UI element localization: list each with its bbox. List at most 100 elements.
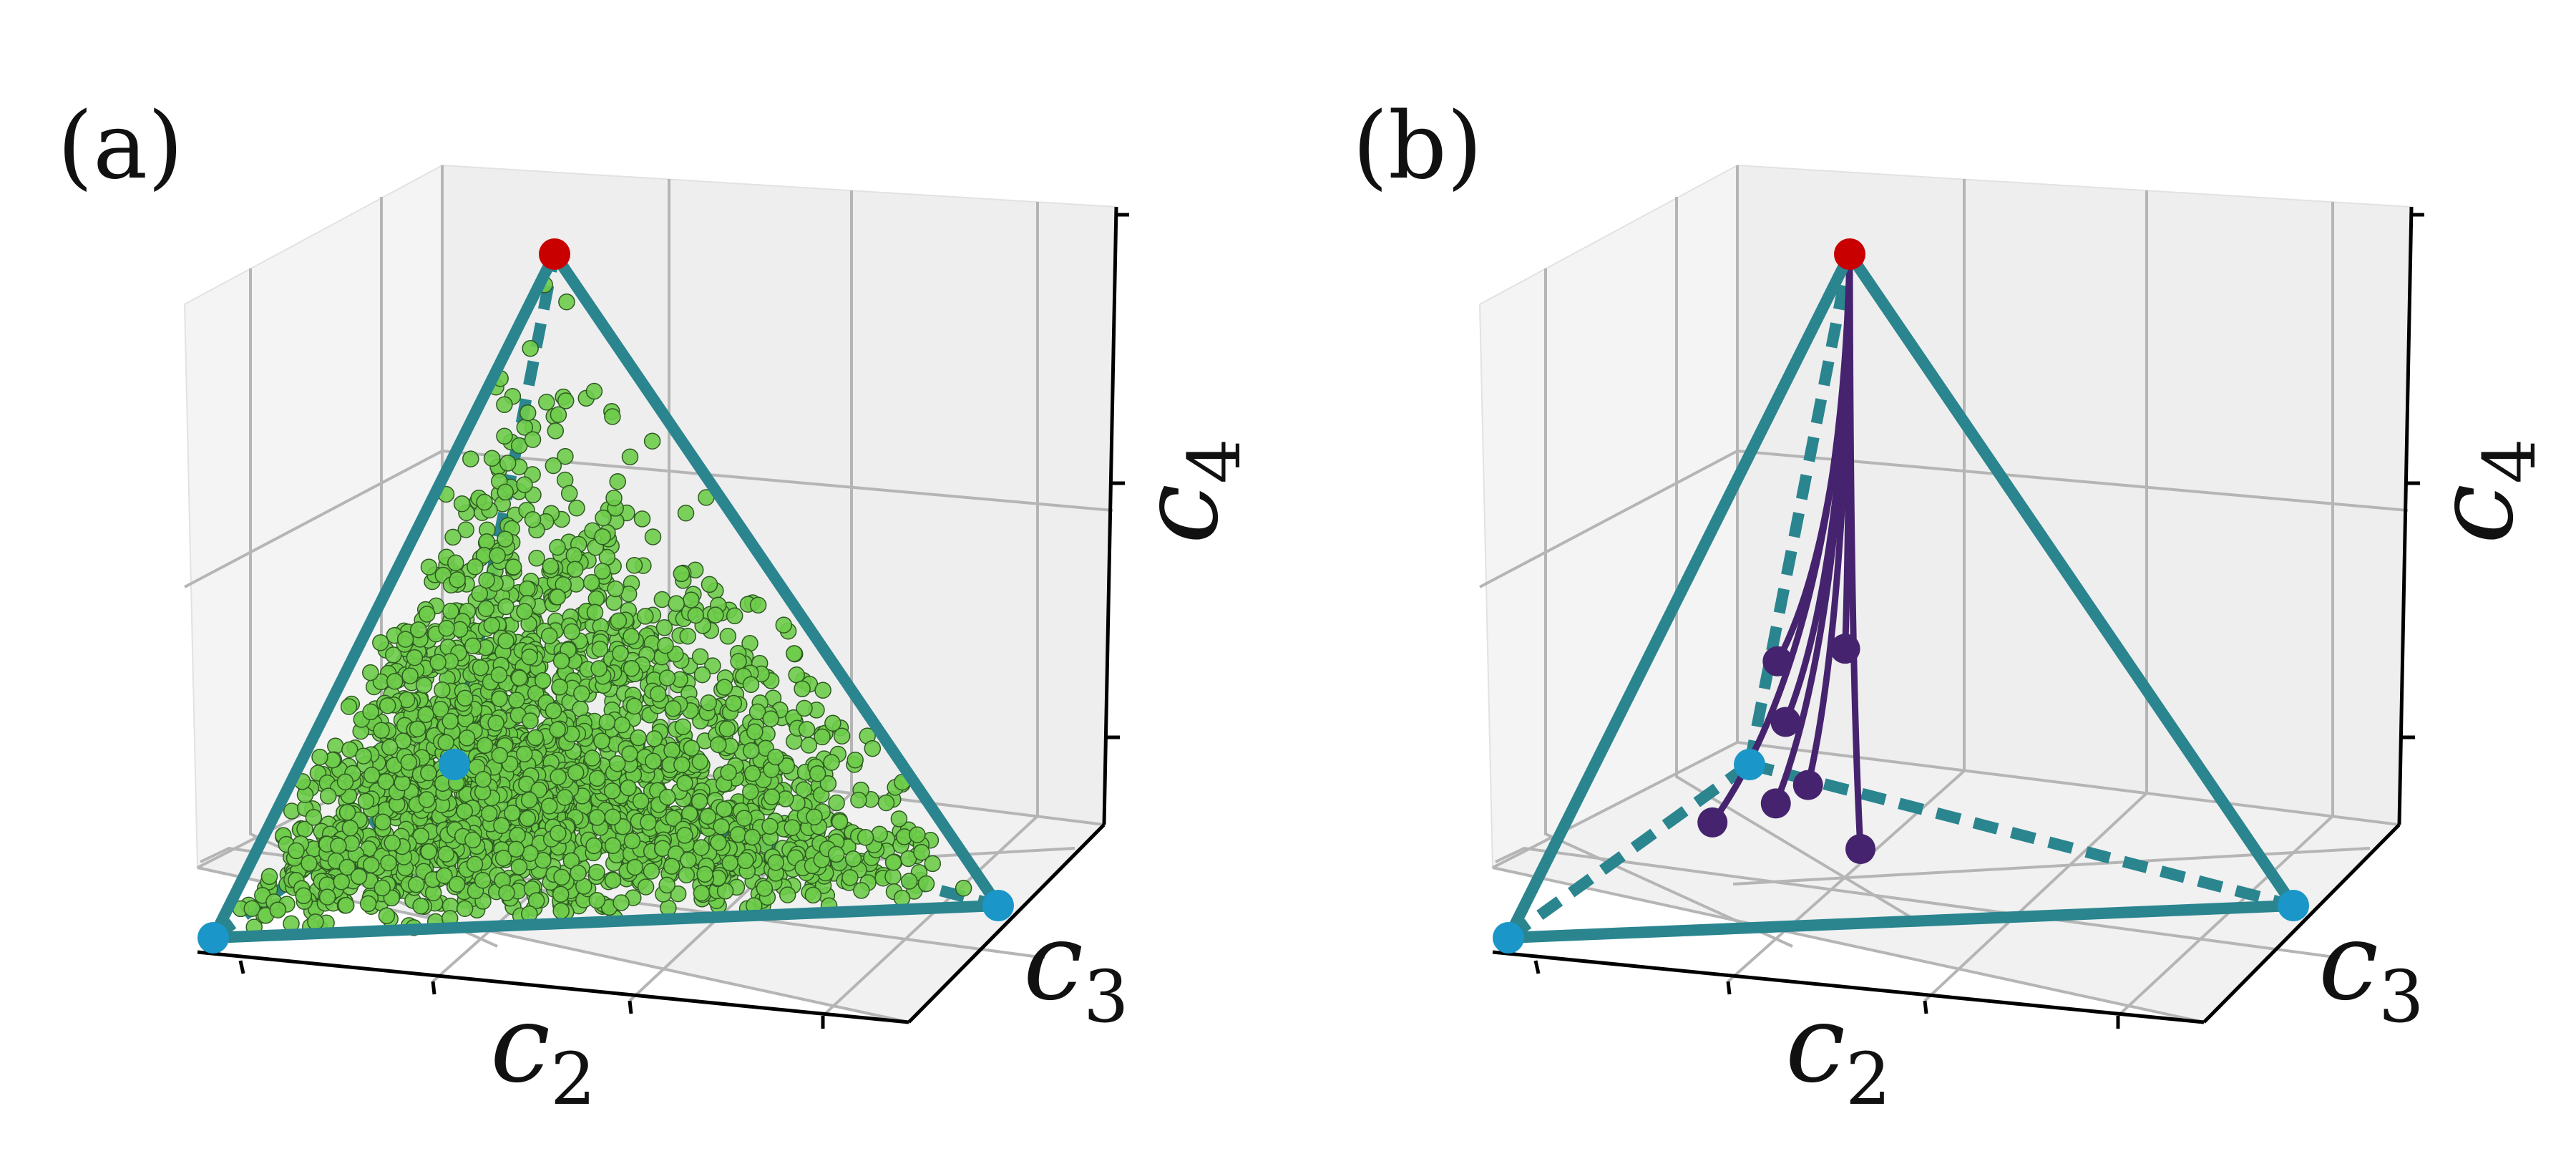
scatter-point xyxy=(340,698,358,715)
scatter-point xyxy=(598,714,616,731)
scatter-point xyxy=(743,765,761,782)
scatter-point xyxy=(483,616,500,634)
scatter-point xyxy=(657,636,674,654)
scatter-point xyxy=(477,600,495,617)
scatter-point xyxy=(456,802,473,820)
scatter-point xyxy=(763,788,781,805)
scatter-point xyxy=(333,873,350,891)
scatter-point xyxy=(604,808,622,825)
scatter-point xyxy=(307,913,324,931)
scatter-point xyxy=(696,865,713,883)
scatter-point xyxy=(924,855,942,873)
scatter-point xyxy=(545,457,562,475)
scatter-point xyxy=(487,714,504,732)
scatter-point xyxy=(520,791,538,809)
scatter-point xyxy=(794,680,811,698)
scatter-point xyxy=(319,787,337,805)
panel-a-solid-edges xyxy=(208,251,1003,943)
scatter-point xyxy=(431,700,449,718)
scatter-point xyxy=(497,530,514,548)
scatter-point xyxy=(570,864,587,882)
scatter-point xyxy=(318,888,336,906)
panel-b-xlabel: c2 xyxy=(1785,982,1891,1121)
scatter-point xyxy=(547,422,565,440)
scatter-point xyxy=(742,783,759,800)
scatter-point xyxy=(701,576,718,593)
scatter-point xyxy=(283,802,301,820)
scatter-point xyxy=(355,747,372,765)
panel-b-gridlines xyxy=(1479,165,2409,1024)
panel-b-vertex-c4 xyxy=(1834,238,1865,270)
scatter-point xyxy=(519,810,537,828)
scatter-point xyxy=(519,404,537,422)
scatter-point xyxy=(418,791,436,808)
scatter-point xyxy=(857,829,874,846)
panel-b-label: (b) xyxy=(1352,93,1483,200)
scatter-point xyxy=(499,455,517,472)
scatter-point xyxy=(522,845,539,862)
scatter-point xyxy=(603,782,621,800)
scatter-point xyxy=(243,900,261,917)
scatter-point xyxy=(528,550,545,567)
scatter-point xyxy=(379,697,396,714)
scatter-point xyxy=(798,721,816,738)
scatter-point xyxy=(743,742,760,760)
scatter-point xyxy=(509,826,526,844)
scatter-point xyxy=(710,736,727,754)
scatter-point xyxy=(593,732,610,749)
scatter-point xyxy=(357,792,375,810)
scatter-point xyxy=(683,739,701,757)
scatter-point xyxy=(350,868,368,886)
scatter-point xyxy=(590,660,608,677)
scatter-point xyxy=(490,666,508,684)
scatter-point xyxy=(467,558,484,576)
scatter-point xyxy=(729,826,747,843)
scatter-point xyxy=(871,825,888,843)
scatter-point xyxy=(623,628,640,645)
scatter-point xyxy=(447,554,464,572)
scatter-point xyxy=(538,394,555,411)
panel-a-vertex-c2 xyxy=(982,890,1014,921)
scatter-point xyxy=(632,792,650,810)
scatter-point xyxy=(721,854,738,872)
scatter-point xyxy=(516,603,533,620)
scatter-point xyxy=(749,596,767,614)
scatter-point xyxy=(676,827,693,844)
scatter-point xyxy=(610,612,628,629)
scatter-point xyxy=(748,703,766,721)
scatter-point xyxy=(719,628,737,645)
scatter-point xyxy=(913,843,930,861)
scatter-point xyxy=(716,800,733,818)
scatter-point xyxy=(716,679,733,696)
scatter-point xyxy=(649,685,667,703)
scatter-point xyxy=(643,863,660,880)
scatter-point xyxy=(363,766,381,784)
scatter-point xyxy=(497,632,514,650)
scatter-point xyxy=(720,764,737,781)
scatter-point xyxy=(464,637,482,655)
trajectory-line xyxy=(1775,253,1853,663)
scatter-point xyxy=(563,623,580,641)
scatter-point xyxy=(396,631,414,648)
scatter-point xyxy=(609,472,626,490)
scatter-point xyxy=(591,640,609,658)
scatter-point xyxy=(458,729,476,747)
scatter-point xyxy=(663,742,680,759)
scatter-point xyxy=(444,528,462,546)
scatter-point xyxy=(588,863,605,881)
scatter-point xyxy=(613,716,630,734)
scatter-point xyxy=(643,432,661,450)
scatter-point xyxy=(687,606,705,624)
scatter-point xyxy=(551,678,568,696)
scatter-point xyxy=(381,739,399,756)
scatter-point xyxy=(604,872,622,889)
scatter-point xyxy=(707,606,724,624)
scatter-point xyxy=(504,804,521,822)
scatter-point xyxy=(549,721,566,739)
scatter-point xyxy=(288,842,305,860)
scatter-point xyxy=(640,813,657,831)
scatter-point xyxy=(909,826,926,843)
scatter-point xyxy=(823,754,840,771)
scatter-point xyxy=(756,880,774,897)
